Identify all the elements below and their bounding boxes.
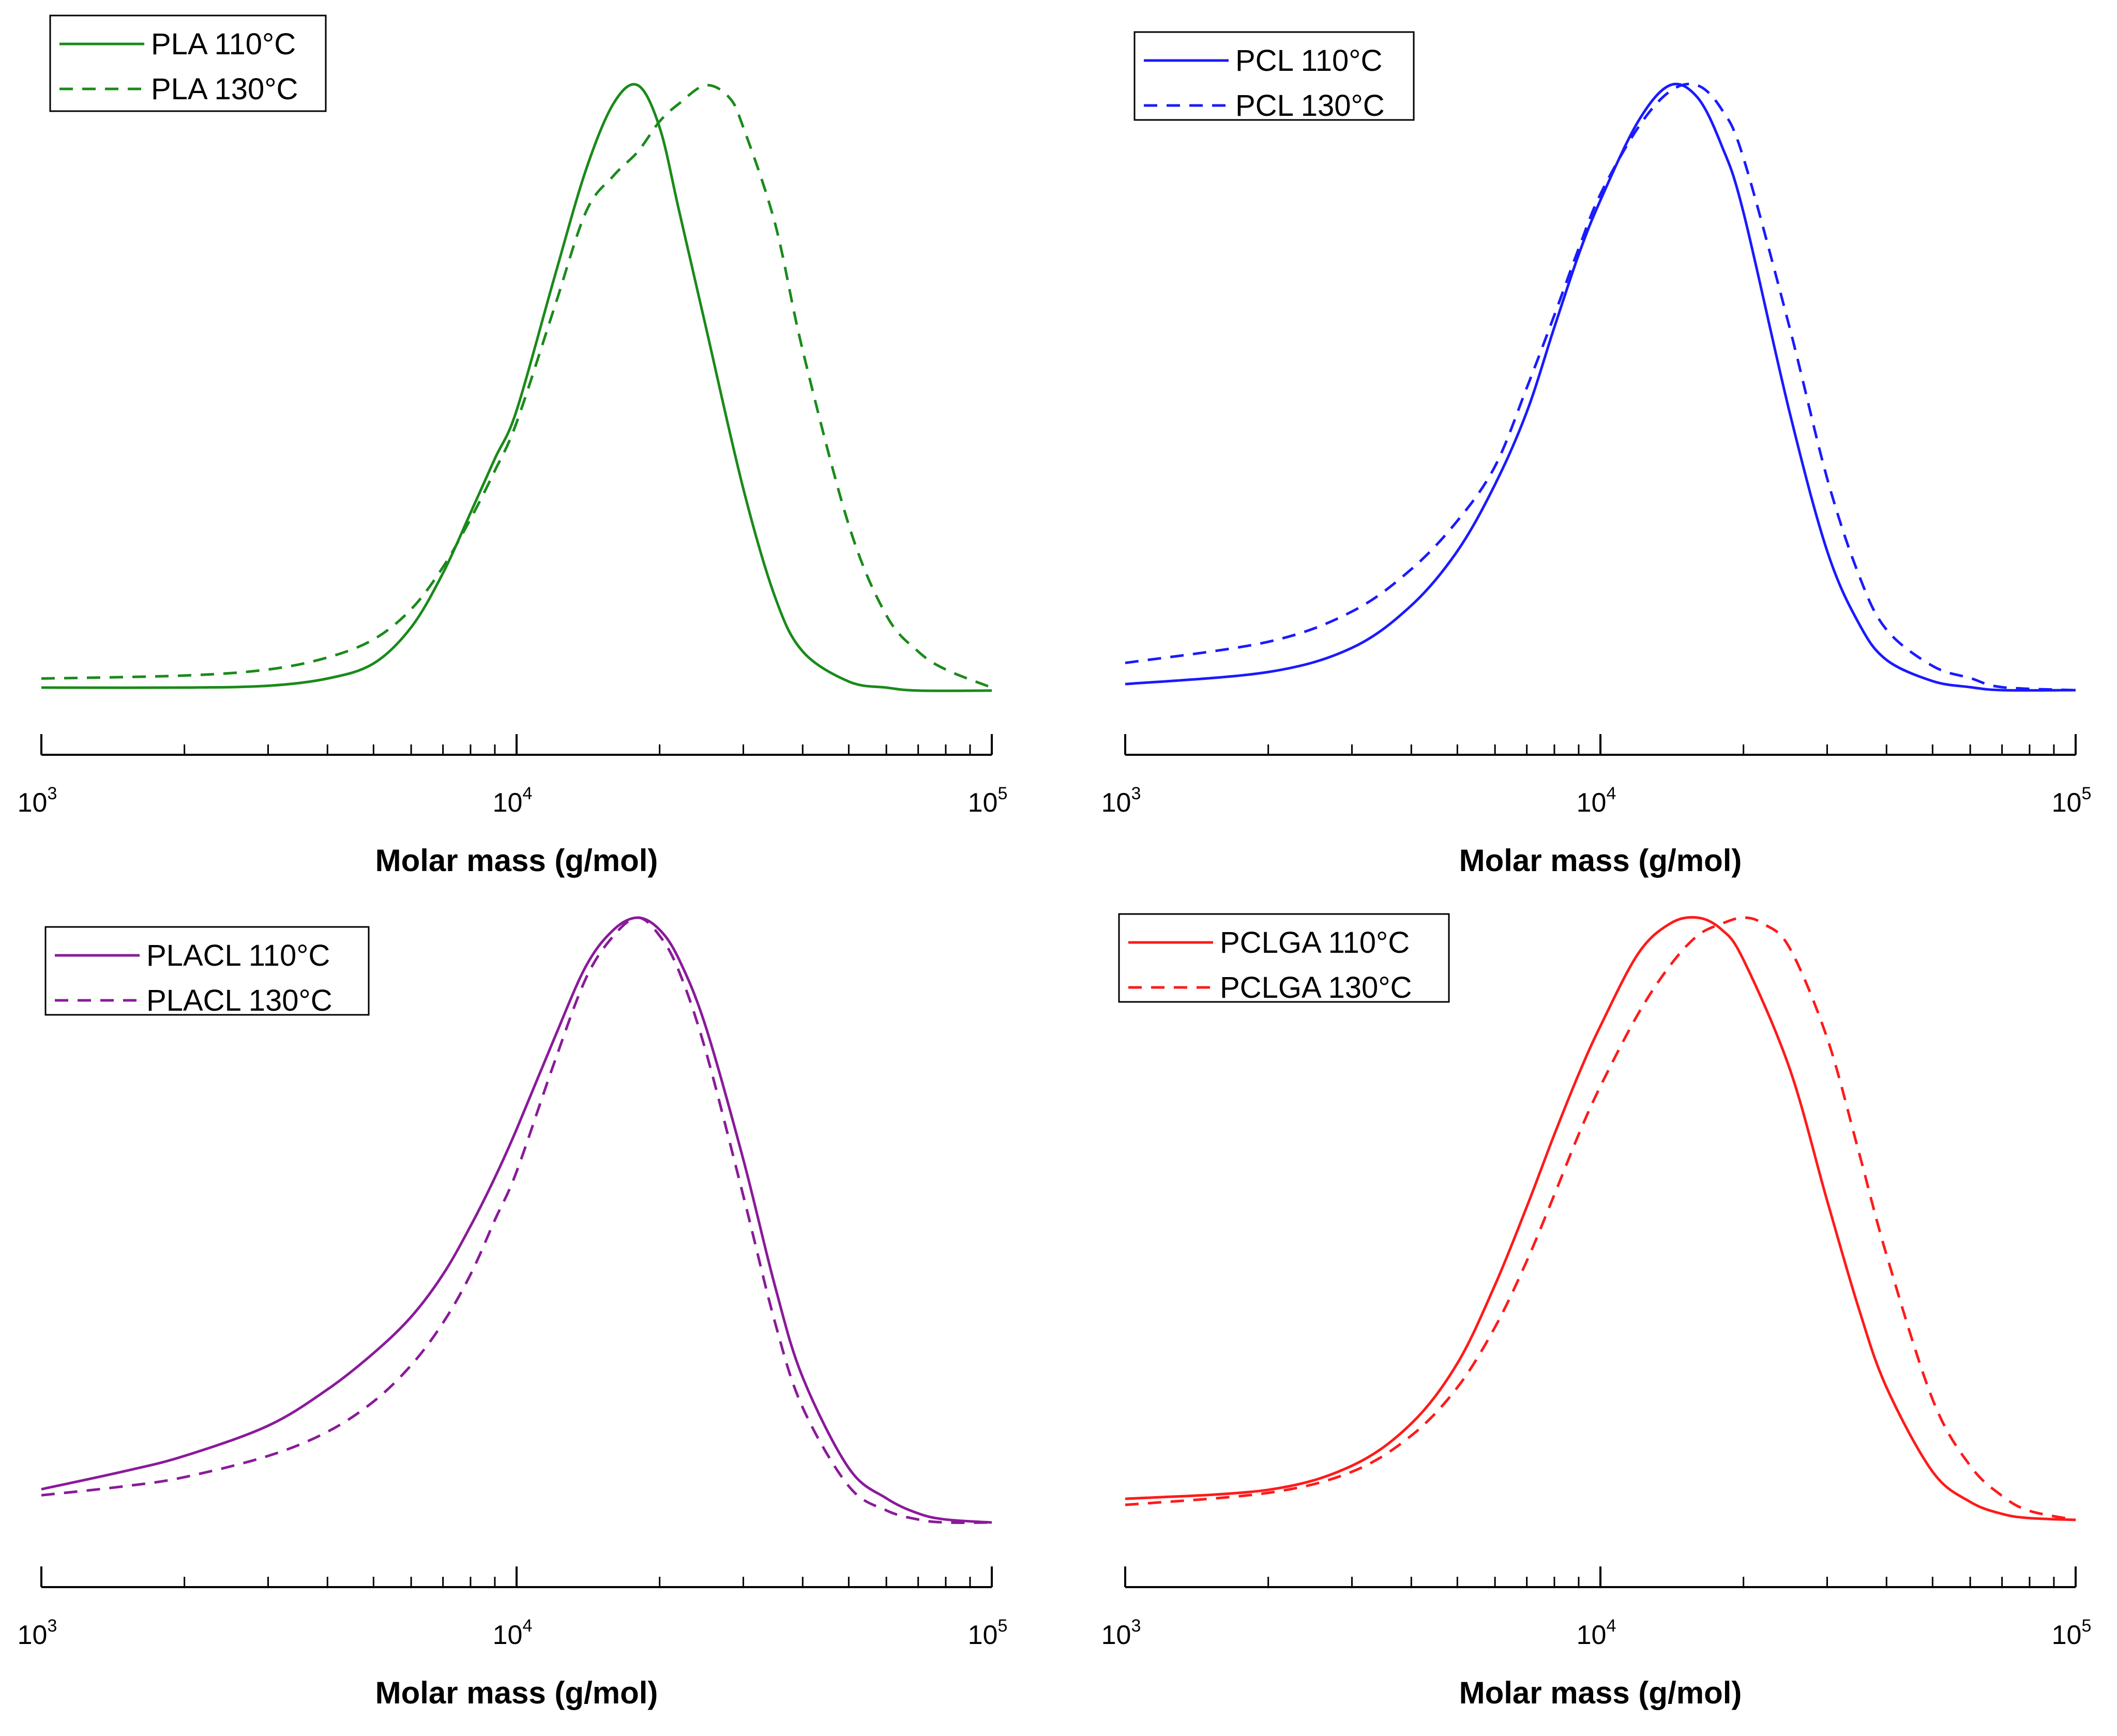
legend-pla: PLA 110°C PLA 130°C bbox=[49, 14, 327, 112]
x-axis-title: Molar mass (g/mol) bbox=[375, 1676, 658, 1710]
series-line-pla-solid bbox=[41, 83, 992, 692]
x-axis-title: Molar mass (g/mol) bbox=[1459, 843, 1742, 878]
legend-label: PLACL 130°C bbox=[146, 984, 332, 1017]
legend-box bbox=[44, 926, 370, 1016]
legend-placl: PLACL 110°C PLACL 130°C bbox=[44, 926, 370, 1017]
x-tick-label: 103 bbox=[1101, 784, 1141, 818]
legend-label: PLA 110°C bbox=[151, 27, 296, 61]
series-line-placl-solid bbox=[41, 916, 992, 1524]
legend-label: PCL 130°C bbox=[1235, 89, 1385, 123]
legend-label: PLA 130°C bbox=[151, 72, 298, 106]
x-tick-label: 105 bbox=[968, 1616, 1008, 1650]
x-tick-label: 104 bbox=[493, 784, 533, 818]
series-line-pla-dashed bbox=[41, 84, 992, 689]
legend-box bbox=[1133, 31, 1415, 121]
x-tick-label: 104 bbox=[1577, 1616, 1616, 1650]
legend-label: PCLGA 130°C bbox=[1220, 971, 1412, 1004]
x-tick-label: 104 bbox=[493, 1616, 533, 1650]
x-tick-label: 105 bbox=[2052, 1616, 2092, 1650]
series-line-pclga-solid bbox=[1125, 916, 2076, 1521]
x-tick-label: 103 bbox=[18, 784, 57, 818]
series-line-pcl-dashed bbox=[1125, 82, 2076, 692]
x-axis-title: Molar mass (g/mol) bbox=[1459, 1676, 1742, 1710]
x-tick-label: 103 bbox=[1101, 1616, 1141, 1650]
legend-pcl: PCL 110°C PCL 130°C bbox=[1133, 31, 1415, 123]
legend-pclga: PCLGA 110°C PCLGA 130°C bbox=[1118, 913, 1450, 1004]
legend-label: PLACL 110°C bbox=[146, 939, 330, 972]
x-axis-title: Molar mass (g/mol) bbox=[375, 843, 658, 878]
legend-label: PCLGA 110°C bbox=[1220, 926, 1410, 960]
series-line-pclga-dashed bbox=[1125, 916, 2076, 1521]
series-line-placl-dashed bbox=[41, 916, 992, 1524]
legend-label: PCL 110°C bbox=[1235, 44, 1382, 78]
legend-box bbox=[49, 14, 327, 112]
x-tick-label: 105 bbox=[2052, 784, 2092, 818]
x-tick-label: 103 bbox=[18, 1616, 57, 1650]
x-tick-label: 105 bbox=[968, 784, 1008, 818]
series-line-pcl-solid bbox=[1125, 83, 2076, 692]
x-tick-label: 104 bbox=[1577, 784, 1616, 818]
